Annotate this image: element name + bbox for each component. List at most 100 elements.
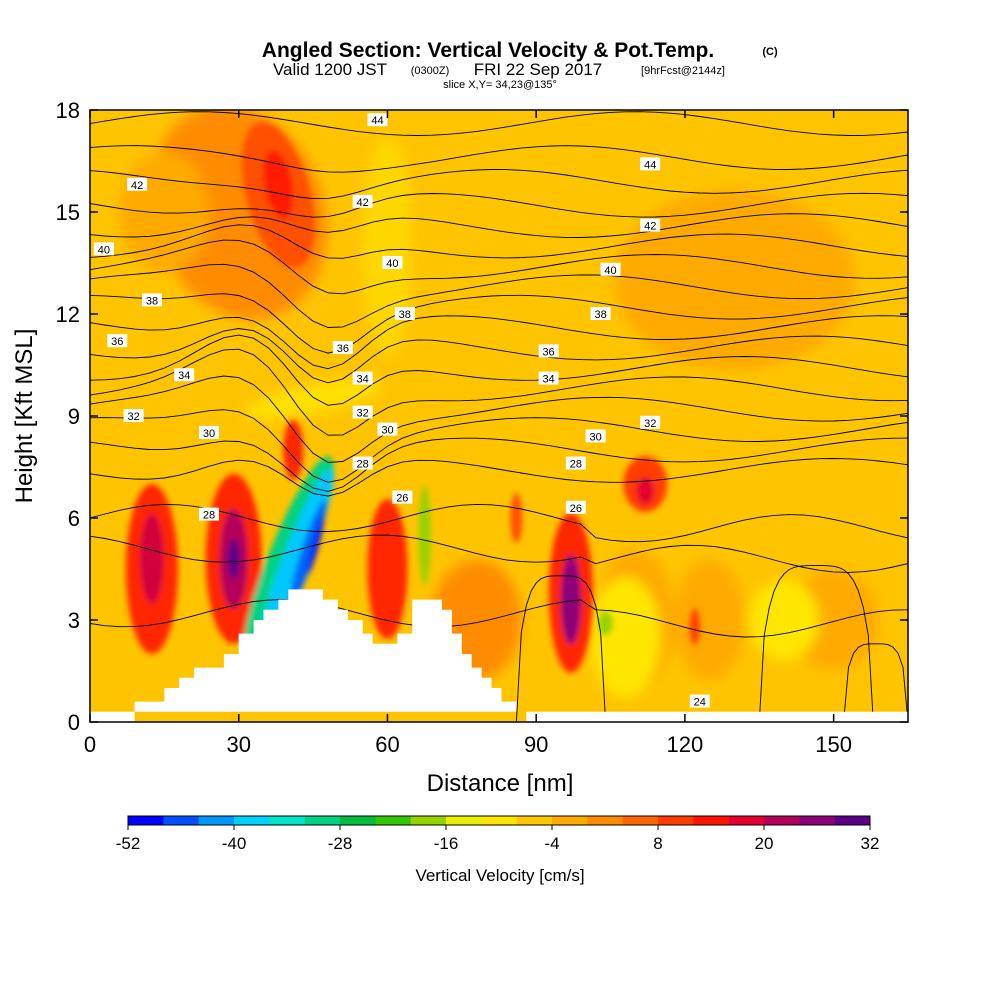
- contour-label-box: [565, 456, 586, 470]
- contour-label-box: [538, 371, 559, 385]
- x-tick-label: 90: [524, 732, 548, 757]
- contour-label: 30: [203, 428, 215, 440]
- theta-contour-line: [90, 334, 908, 406]
- y-tick-label: 3: [68, 608, 80, 633]
- theta-contour-line: [90, 315, 908, 370]
- contour-label: 28: [203, 510, 215, 522]
- colorbar-swatch: [304, 816, 341, 825]
- contour-label: 40: [604, 265, 616, 277]
- velocity-cores: [125, 122, 700, 673]
- colorbar-swatch: [834, 816, 871, 825]
- updraft-column: [227, 538, 240, 579]
- updraft-core: [263, 150, 294, 220]
- colorbar-tick-label: 8: [653, 834, 662, 853]
- theta-contour-line: [90, 503, 908, 543]
- contour-label: 34: [178, 370, 190, 382]
- contour-label: 44: [371, 115, 383, 127]
- contour-label: 40: [386, 258, 398, 270]
- valid-utc-label: (0300Z): [411, 65, 450, 77]
- colorbar-swatch: [198, 816, 235, 825]
- theta-contour-labels: 40 36 32 42 38 34 30 28 44 42 40 38 36 34 32 30 28 26 44 42…: [93, 113, 710, 709]
- downdraft-band: [289, 499, 327, 605]
- colorbar-swatch: [163, 816, 199, 825]
- contour-label-box: [107, 334, 128, 348]
- contour-label-box: [689, 694, 710, 708]
- contour-label: 36: [337, 343, 349, 355]
- theta-contour-line: [90, 239, 908, 295]
- theta-contours: [90, 111, 908, 722]
- contour-label-box: [565, 500, 586, 514]
- y-axis-label: Height [Kft MSL]: [11, 329, 38, 504]
- y-tick-label: 0: [68, 710, 80, 735]
- colorbar-swatch: [764, 816, 800, 825]
- contour-label: 32: [357, 408, 369, 420]
- contour-label: 40: [98, 244, 110, 256]
- valid-date-label: FRI 22 Sep 2017: [474, 60, 603, 79]
- x-tick-label: 60: [375, 732, 399, 757]
- updraft-column: [510, 493, 523, 543]
- colorbar-swatch: [340, 816, 376, 825]
- contour-label: 32: [128, 411, 140, 423]
- colorbar-swatch: [269, 816, 305, 825]
- valid-time-label: Valid 1200 JST: [273, 60, 387, 79]
- contour-label-box: [640, 415, 661, 429]
- x-tick-label: 120: [667, 732, 704, 757]
- downdraft-band: [598, 611, 613, 636]
- y-tick-label: 9: [68, 404, 80, 429]
- theta-contour-line: [90, 263, 908, 328]
- weak-motion-region: [590, 577, 661, 697]
- contour-label-box: [640, 157, 661, 171]
- contour-label-box: [382, 256, 403, 269]
- theta-contour-line: [515, 575, 607, 722]
- theta-contour-line: [90, 145, 908, 173]
- theta-contour-line: [758, 565, 874, 722]
- colorbar-swatch: [128, 816, 164, 825]
- updraft-column: [283, 420, 304, 480]
- contour-label: 42: [357, 197, 369, 209]
- updraft-column: [139, 513, 164, 604]
- colorbar-tick-label: -16: [434, 834, 459, 853]
- colorbar-tick-label: -52: [116, 834, 141, 853]
- theta-contour-line: [90, 458, 908, 497]
- theta-contour-line: [90, 213, 908, 238]
- y-tick-label: 6: [68, 506, 80, 531]
- colorbar-swatch: [799, 816, 835, 825]
- theta-contour-line: [90, 348, 908, 436]
- colorbar-tick-label: 32: [861, 834, 880, 853]
- colorbar-frame: [127, 815, 871, 826]
- theta-contour-line: [843, 643, 908, 722]
- colorbar-swatch: [552, 816, 588, 825]
- x-axis-label: Distance [nm]: [427, 770, 574, 797]
- theta-contour-line: [90, 224, 908, 259]
- colorbar: -52 -40 -28 -16 -4 8 20 32: [116, 815, 880, 853]
- contour-label: 30: [590, 431, 602, 443]
- contour-label-box: [352, 456, 373, 470]
- updraft-column: [689, 608, 700, 645]
- contour-label-box: [585, 429, 606, 443]
- contour-label: 28: [570, 459, 582, 471]
- contour-label: 28: [357, 459, 369, 471]
- contour-label-box: [352, 371, 373, 385]
- theta-contour-line: [90, 534, 908, 573]
- contour-label-box: [590, 307, 611, 320]
- contour-label: 42: [644, 221, 656, 233]
- colorbar-tick-label: -40: [222, 834, 247, 853]
- copyright-mark: (C): [762, 46, 778, 58]
- contour-label-box: [352, 405, 373, 419]
- contour-label: 26: [570, 503, 582, 515]
- colorbar-swatch: [375, 816, 411, 825]
- theta-contour-line: [90, 111, 908, 136]
- contour-label: 34: [542, 374, 554, 386]
- colorbar-swatch: [658, 816, 694, 825]
- contour-label: 34: [357, 374, 369, 386]
- colorbar-swatch: [728, 816, 765, 825]
- theta-contour-line: [90, 599, 908, 638]
- contour-label-box: [538, 344, 559, 358]
- colorbar-swatch: [693, 816, 729, 825]
- x-axis: 0 30 60 90 120 150: [84, 110, 852, 757]
- contour-label: 24: [694, 697, 706, 709]
- contour-label: 38: [399, 309, 411, 321]
- downdraft-band: [418, 485, 431, 585]
